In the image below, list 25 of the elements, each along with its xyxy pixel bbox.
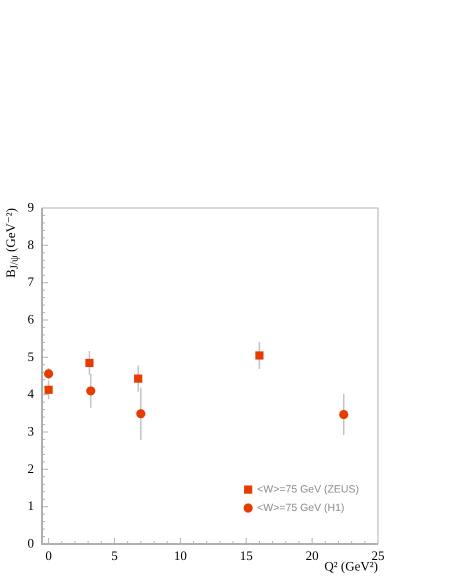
y-tick-label: 4 [28, 386, 34, 402]
x-tick-label: 0 [45, 548, 52, 564]
point [134, 374, 142, 383]
y-tick-label: 2 [28, 460, 34, 476]
y-tick-label: 9 [28, 199, 34, 214]
point [136, 409, 146, 418]
x-tick-label: 5 [111, 548, 118, 564]
legend-label: <W>=75 GeV (ZEUS) [257, 483, 359, 496]
point [86, 386, 96, 396]
point [339, 410, 348, 420]
y-tick-label: 7 [28, 274, 34, 290]
point [255, 351, 264, 360]
point [44, 386, 53, 394]
y-tick-label: 0 [28, 535, 34, 550]
legend-label: <W>=75 GeV (H1) [257, 502, 344, 514]
x-tick-label: 15 [240, 548, 253, 564]
y-tick-label: 6 [28, 311, 34, 326]
x-tick-label: 20 [306, 548, 319, 564]
y-tick-label: 3 [28, 423, 34, 438]
x-axis-title: Q² (GeV²) [324, 558, 378, 574]
y-tick-label: 8 [28, 236, 34, 252]
y-tick-label: 1 [28, 498, 34, 514]
y-tick-label: 5 [28, 348, 34, 364]
x-tick-label: 10 [174, 548, 187, 564]
point [85, 358, 94, 368]
